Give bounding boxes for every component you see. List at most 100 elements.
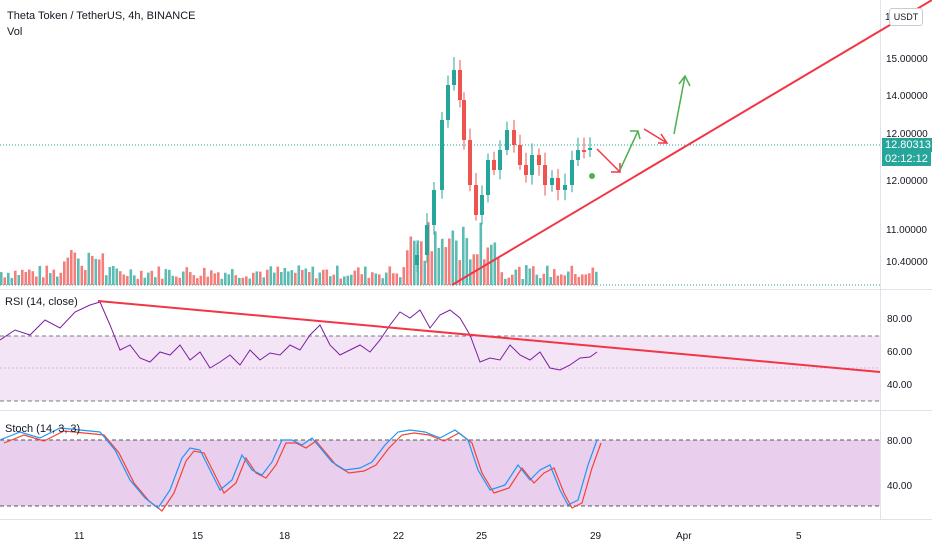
currency-selector[interactable]: USDT — [889, 8, 923, 26]
candle-body — [518, 145, 522, 165]
volume-bar — [105, 275, 108, 285]
volume-bar — [294, 272, 297, 285]
volume-bar — [38, 265, 42, 285]
volume-bar — [325, 269, 329, 285]
volume-bar — [66, 257, 70, 285]
rsi-line — [0, 301, 598, 371]
volume-bar — [469, 259, 472, 285]
volume-bar — [10, 277, 14, 285]
arrow-down-icon[interactable] — [643, 128, 668, 144]
volume-bar — [360, 274, 364, 285]
volume-bar — [367, 277, 371, 285]
volume-bar — [224, 272, 227, 285]
volume-bar — [371, 272, 374, 285]
candle-body — [505, 130, 509, 150]
volume-bar — [434, 231, 437, 285]
volume-bar — [129, 269, 133, 285]
volume-bar — [136, 278, 140, 285]
volume-bar — [231, 269, 234, 285]
volume-bar — [248, 278, 252, 285]
volume-bar — [227, 274, 231, 285]
volume-bar — [448, 238, 451, 285]
symbol-title[interactable]: Theta Token / TetherUS, 4h, BINANCE — [7, 10, 196, 22]
volume-bar — [528, 268, 532, 285]
volume-bar — [196, 278, 199, 285]
arrow-up-icon[interactable] — [619, 130, 639, 171]
candle-body — [576, 150, 580, 160]
volume-bar — [42, 277, 45, 285]
candle-body — [468, 140, 472, 185]
time-tick: Apr — [676, 531, 692, 542]
volume-bar — [241, 277, 245, 285]
price-tick: 11.00000 — [886, 225, 927, 236]
arrow-down-icon[interactable] — [596, 148, 621, 173]
volume-bar — [175, 276, 178, 285]
volume-bar — [549, 277, 553, 285]
volume-bar — [269, 266, 273, 285]
volume-bar — [329, 276, 332, 285]
volume-bar — [133, 275, 136, 285]
volume-bar — [119, 271, 122, 285]
volume-bar — [595, 271, 598, 285]
volume-bar — [472, 254, 476, 285]
volume-bar — [73, 252, 77, 285]
volume-bar — [126, 276, 129, 285]
volume-bar — [182, 271, 185, 285]
volume-bar — [210, 270, 213, 285]
volume-bar — [437, 248, 441, 285]
candle-body — [530, 155, 534, 175]
rsi-tick: 60.00 — [887, 347, 912, 358]
volume-bar — [255, 271, 259, 285]
volume-bar — [206, 276, 210, 285]
volume-bar — [486, 247, 490, 285]
volume-indicator-label[interactable]: Vol — [7, 26, 23, 38]
volume-bar — [591, 267, 595, 285]
volume-bar — [455, 240, 458, 285]
time-axis[interactable]: 11 15 18 22 25 29 Apr 5 — [74, 531, 802, 542]
volume-bar — [423, 260, 427, 285]
volume-bar — [161, 278, 164, 285]
time-tick: 18 — [279, 531, 291, 542]
projection-arrows[interactable] — [596, 74, 691, 173]
volume-bar — [122, 274, 126, 285]
volume-bar — [280, 272, 283, 285]
candle-body — [556, 178, 560, 190]
time-tick: 15 — [192, 531, 204, 542]
volume-bar — [308, 272, 311, 285]
volume-bar — [143, 277, 147, 285]
volume-bar — [311, 266, 315, 285]
volume-bar — [147, 272, 150, 285]
volume-bar — [297, 265, 301, 285]
arrowhead-icon — [611, 163, 621, 173]
volume-bar — [35, 276, 38, 285]
volume-bar — [493, 242, 497, 285]
candle-body — [582, 150, 586, 152]
volume-bar — [164, 269, 168, 285]
volume-bar — [511, 274, 514, 285]
price-tick: 14.00000 — [886, 91, 928, 102]
volume-bar — [532, 266, 535, 285]
volume-bar — [350, 274, 353, 285]
volume-bar — [140, 270, 143, 285]
rsi-resistance-trendline[interactable] — [97, 300, 881, 373]
candlesticks[interactable] — [415, 57, 592, 273]
volume-bar — [115, 268, 119, 285]
volume-bar — [14, 270, 17, 285]
price-tick: 12.00000 — [886, 129, 928, 140]
arrow-up-icon[interactable] — [673, 75, 686, 135]
volume-bar — [238, 277, 241, 285]
volume-bar — [84, 270, 87, 285]
candle-body — [563, 185, 567, 190]
volume-bar — [217, 272, 220, 285]
candle-body — [425, 225, 429, 255]
stoch-indicator-label[interactable]: Stoch (14, 3, 3) — [5, 423, 81, 435]
price-support-trendline[interactable] — [451, 0, 932, 286]
rsi-indicator-label[interactable]: RSI (14, close) — [5, 296, 78, 308]
volume-bar — [80, 265, 84, 285]
volume-bar — [178, 277, 182, 285]
volume-bar — [378, 274, 381, 285]
volume-bar — [63, 261, 66, 285]
volume-bar — [252, 272, 255, 285]
